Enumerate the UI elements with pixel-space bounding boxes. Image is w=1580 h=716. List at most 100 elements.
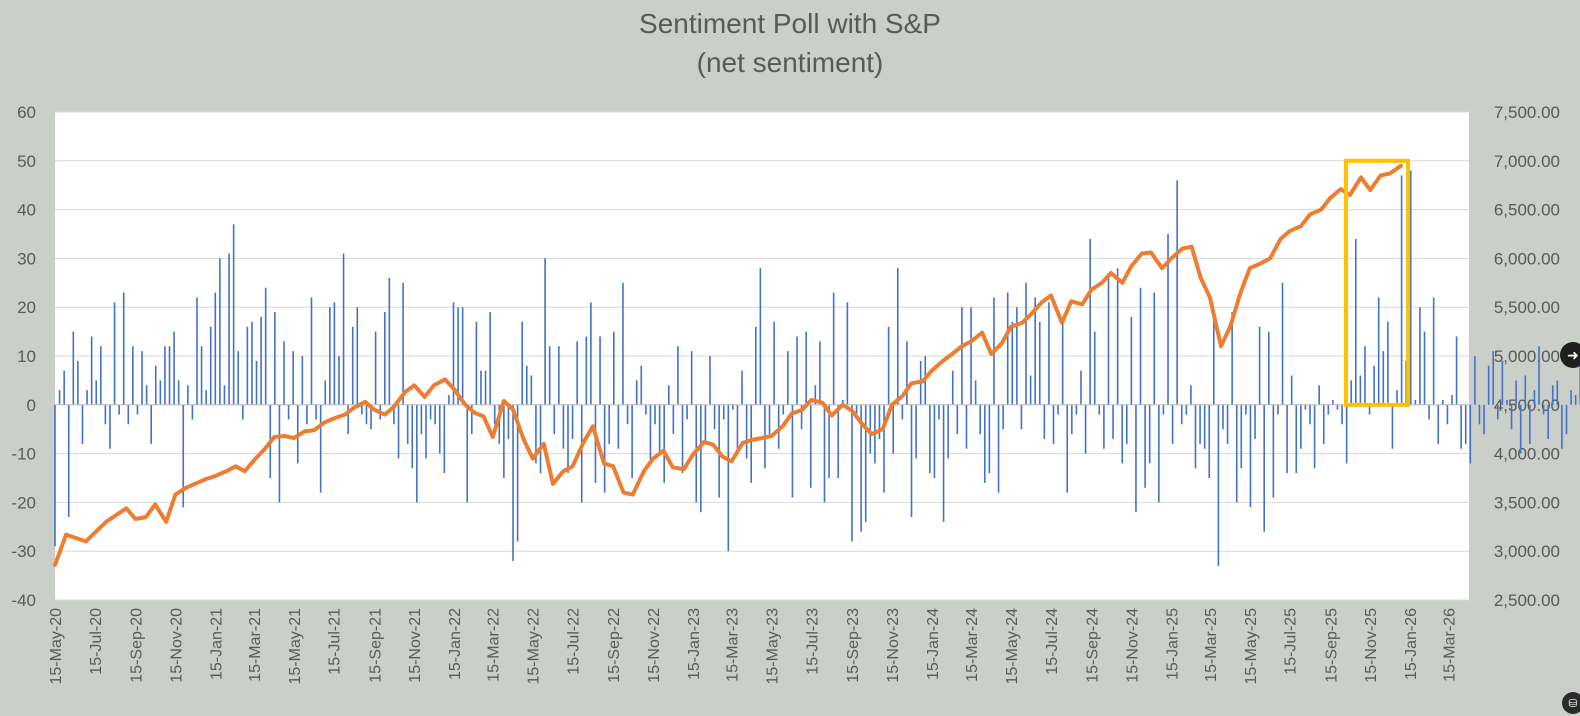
sentiment-bar	[1345, 404, 1348, 464]
sentiment-bar	[498, 404, 501, 444]
sentiment-bar	[1469, 404, 1472, 464]
sentiment-bar	[1464, 404, 1467, 444]
sentiment-bar	[1057, 404, 1059, 415]
sentiment-bar	[416, 404, 418, 503]
sentiment-bar	[425, 404, 427, 459]
sentiment-bar	[333, 302, 336, 405]
sentiment-bar	[205, 390, 207, 405]
sentiment-bar	[571, 404, 574, 439]
sentiment-bar	[342, 253, 345, 405]
sentiment-bar	[1171, 404, 1174, 444]
sentiment-bar	[173, 331, 175, 405]
sentiment-bar	[1125, 404, 1128, 444]
left-tick-label: -30	[11, 542, 36, 561]
sentiment-bar	[983, 404, 986, 483]
x-tick-label: 15-Mar-21	[247, 608, 264, 682]
sentiment-bar	[1185, 404, 1188, 415]
sentiment-bar	[1190, 385, 1192, 405]
x-tick-label: 15-May-22	[526, 608, 543, 685]
sentiment-bar	[1020, 404, 1023, 430]
sentiment-bar	[1492, 351, 1495, 405]
sentiment-bar	[136, 404, 139, 415]
sentiment-bar	[1542, 404, 1545, 415]
sentiment-bar	[489, 312, 491, 405]
sentiment-bar	[1066, 404, 1069, 493]
sentiment-bar	[1460, 404, 1462, 449]
sentiment-bar	[512, 404, 514, 561]
sentiment-bar	[1483, 404, 1485, 435]
sentiment-bar	[264, 287, 267, 405]
sentiment-bar	[590, 302, 592, 405]
sentiment-bar	[1313, 404, 1316, 469]
x-tick-label: 15-Jan-21	[208, 608, 225, 680]
sentiment-bar	[1432, 297, 1435, 405]
sentiment-bar	[1524, 375, 1527, 405]
sentiment-bar	[1116, 268, 1119, 405]
x-tick-label: 15-Jan-24	[925, 608, 942, 680]
x-tick-label: 15-Jan-25	[1164, 608, 1181, 680]
sentiment-bar	[837, 404, 840, 478]
sentiment-bar	[100, 346, 102, 405]
sentiment-bar	[232, 224, 235, 405]
sentiment-bar	[910, 404, 913, 518]
right-tick-label: 5,000.00	[1494, 347, 1560, 366]
sentiment-bar	[438, 404, 441, 454]
sentiment-bar	[1515, 380, 1517, 405]
x-tick-label: 15-Jul-22	[566, 608, 583, 675]
sentiment-bar	[713, 404, 716, 430]
expand-icon[interactable]: ⛁	[1562, 692, 1580, 714]
sentiment-bar	[1451, 395, 1453, 405]
sentiment-bar	[970, 307, 972, 405]
sentiment-bar	[127, 404, 130, 425]
x-tick-label: 15-Jul-21	[327, 608, 344, 675]
sentiment-bar	[1176, 180, 1178, 405]
sentiment-bar	[1167, 234, 1169, 405]
sentiment-bar	[484, 370, 487, 405]
x-tick-label: 15-Nov-25	[1363, 608, 1380, 683]
sentiment-bar	[942, 404, 945, 522]
sentiment-bar	[860, 404, 862, 532]
sentiment-bar	[805, 331, 807, 405]
sentiment-bar	[475, 321, 478, 405]
sentiment-bar	[525, 365, 528, 405]
sentiment-bar	[1474, 356, 1476, 405]
sentiment-bar	[164, 346, 166, 405]
sentiment-bar	[1043, 404, 1046, 439]
sentiment-bar	[241, 404, 244, 420]
sentiment-bar	[754, 326, 757, 405]
x-tick-label: 15-Sep-21	[367, 608, 384, 683]
sentiment-bar	[200, 346, 203, 405]
sentiment-bar	[892, 404, 894, 454]
sentiment-bar	[429, 404, 432, 420]
sentiment-bar	[672, 404, 675, 435]
x-tick-label: 15-Sep-20	[128, 608, 145, 683]
sentiment-bar	[979, 404, 982, 435]
sentiment-bar	[457, 307, 459, 405]
sentiment-bar	[535, 404, 537, 464]
sentiment-bar	[796, 336, 798, 405]
sentiment-bar	[1322, 404, 1325, 444]
sentiment-bar	[1506, 399, 1508, 405]
sentiment-bar	[878, 404, 881, 439]
sentiment-bar	[1355, 238, 1357, 405]
left-tick-label: -40	[11, 591, 36, 610]
sentiment-bar	[1016, 307, 1018, 405]
sentiment-bar	[823, 404, 826, 503]
sentiment-bar	[1153, 292, 1156, 405]
left-tick-label: -20	[11, 493, 36, 512]
x-tick-label: 15-May-25	[1243, 608, 1260, 685]
next-arrow-button[interactable]: ➜	[1560, 342, 1580, 368]
sentiment-bar	[1409, 170, 1412, 405]
x-tick-label: 15-May-21	[287, 608, 304, 685]
right-tick-label: 7,000.00	[1494, 152, 1560, 171]
sentiment-bar	[887, 326, 890, 405]
sentiment-bar	[393, 404, 395, 425]
x-tick-label: 15-Mar-23	[725, 608, 742, 682]
sentiment-bar	[974, 380, 977, 405]
sentiment-bar	[722, 404, 725, 420]
sentiment-bar	[1103, 404, 1105, 449]
sentiment-bar	[182, 404, 185, 508]
sentiment-bar	[1038, 321, 1041, 405]
sentiment-bar	[732, 404, 734, 410]
